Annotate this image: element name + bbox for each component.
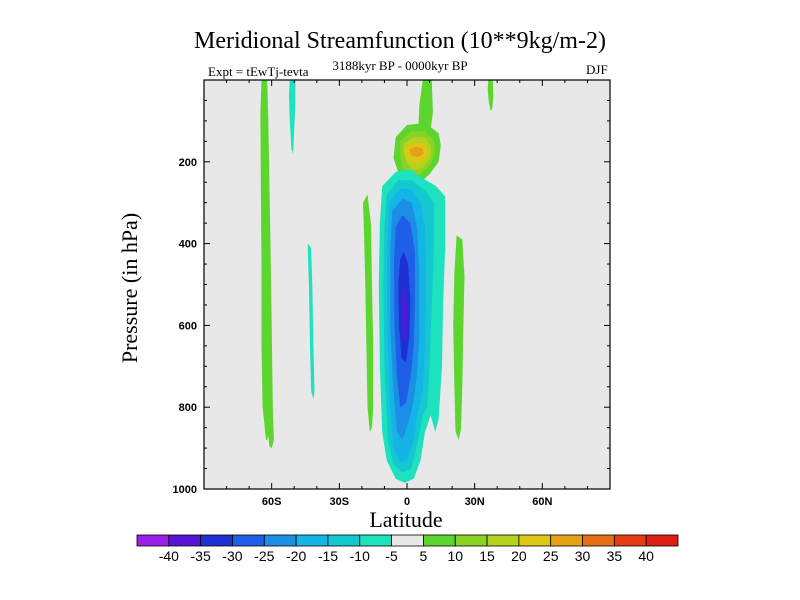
x-tick-label: 30S xyxy=(330,496,350,508)
colorbar-swatch xyxy=(359,534,392,547)
colorbar-swatch xyxy=(136,534,170,547)
axes: 60S 30S 0 30N 60N 200 400 600 800 1000 xyxy=(173,79,611,508)
colorbar-swatch xyxy=(582,534,615,547)
sh-highlat-positive xyxy=(260,80,274,449)
x-tick-label: 30N xyxy=(465,496,485,508)
tropical-negative-cell-35 xyxy=(402,288,407,342)
colorbar-label: 25 xyxy=(543,548,559,564)
colorbar-swatch xyxy=(518,534,552,547)
nh-upper-positive xyxy=(487,80,494,111)
x-tick-label: 0 xyxy=(404,496,410,508)
colorbar-swatch xyxy=(645,534,679,547)
colorbar-swatch xyxy=(391,534,424,547)
y-tick-label: 1000 xyxy=(173,484,197,496)
nh-subtropical-positive xyxy=(453,235,465,440)
colorbar-swatch xyxy=(423,534,456,547)
colorbar-swatch xyxy=(327,534,361,547)
sh-subtropical-positive xyxy=(363,194,374,432)
colorbar-label: -30 xyxy=(222,548,242,564)
colorbar-swatch xyxy=(232,534,265,547)
colorbar-label: 20 xyxy=(511,548,527,564)
colorbar-label: -40 xyxy=(159,548,179,564)
colorbar-label: -5 xyxy=(385,548,398,564)
colorbar-swatch xyxy=(295,534,329,547)
y-tick-label: 200 xyxy=(179,157,197,169)
colorbar-label: 10 xyxy=(447,548,463,564)
colorbar-label: -15 xyxy=(318,548,338,564)
colorbar-label: -10 xyxy=(350,548,370,564)
experiment-label: Expt = tEwTj-tevta xyxy=(208,64,309,79)
y-tick-label: 400 xyxy=(179,239,197,251)
colorbar-label: -35 xyxy=(191,548,211,564)
period-label: 3188kyr BP - 0000kyr BP xyxy=(332,58,468,73)
colorbar-label: 30 xyxy=(575,548,591,564)
y-tick-label: 800 xyxy=(179,402,197,414)
colorbar-swatch xyxy=(486,534,520,547)
colorbar-label: -25 xyxy=(254,548,274,564)
colorbar-swatch xyxy=(613,534,647,547)
sh-midlat-negative xyxy=(307,243,315,399)
colorbar: -40 -35 -30 -25 -20 -15 -10 -5 5 10 15 20 25 30 35 40 xyxy=(136,534,679,564)
y-axis-title: Pressure (in hPa) xyxy=(117,213,142,363)
chart-title: Meridional Streamfunction (10**9kg/m-2) xyxy=(194,28,606,54)
colorbar-swatch xyxy=(454,534,488,547)
season-label: DJF xyxy=(586,62,608,77)
y-tick-label: 600 xyxy=(179,320,197,332)
colorbar-label: 5 xyxy=(420,548,428,564)
colorbar-label: -20 xyxy=(286,548,306,564)
x-tick-label: 60N xyxy=(532,496,552,508)
upper-positive-cell-30 xyxy=(409,146,424,157)
colorbar-swatch xyxy=(168,534,202,547)
colorbar-label: 40 xyxy=(638,548,654,564)
colorbar-swatch xyxy=(200,534,233,547)
contour-layer xyxy=(260,80,494,483)
colorbar-swatch xyxy=(263,534,297,547)
x-tick-label: 60S xyxy=(262,496,282,508)
sh-upper-negative xyxy=(289,80,296,154)
x-axis-title: Latitude xyxy=(369,507,442,532)
colorbar-label: 35 xyxy=(607,548,623,564)
upper-tropical-positive-plume xyxy=(418,80,433,138)
colorbar-label: 15 xyxy=(479,548,495,564)
colorbar-swatch xyxy=(550,534,583,547)
